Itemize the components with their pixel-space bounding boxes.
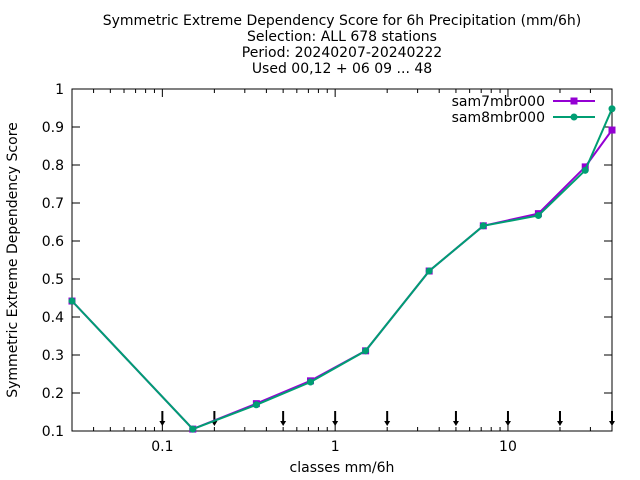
data-point: [581, 166, 589, 174]
y-axis: 0.1 0.2 0.3 0.4 0.5 0.6 0.7 0.8 0.9 1: [42, 82, 612, 440]
data-point: [534, 212, 542, 220]
x-tick-label: 1: [331, 439, 340, 455]
title-line-2: Selection: ALL 678 stations: [247, 29, 437, 45]
y-tick-label: 0.5: [42, 272, 64, 288]
threshold-markers: [159, 411, 615, 426]
threshold-marker: [609, 411, 615, 426]
x-axis: 0.1 1 10: [71, 89, 613, 455]
series-sam8mbr000: [68, 105, 616, 433]
series-sam7mbr000: [68, 126, 616, 433]
y-tick-label: 0.8: [42, 158, 64, 174]
y-axis-title: Symmetric Extreme Dependency Score: [5, 122, 21, 398]
legend-label: sam8mbr000: [452, 110, 545, 126]
threshold-marker: [332, 411, 339, 426]
data-point: [608, 105, 616, 113]
data-point: [68, 297, 76, 305]
threshold-marker: [504, 411, 511, 426]
legend-label: sam7mbr000: [452, 94, 545, 110]
threshold-marker: [384, 411, 391, 426]
threshold-marker: [211, 411, 218, 426]
series-group: [68, 105, 616, 433]
legend-marker: [570, 97, 578, 105]
x-tick-label: 10: [499, 439, 517, 455]
plot-frame: [71, 88, 613, 432]
y-tick-label: 0.4: [42, 310, 64, 326]
series-line: [71, 108, 613, 431]
series-line: [71, 129, 613, 431]
data-point: [608, 126, 616, 134]
y-tick-label: 0.7: [42, 196, 64, 212]
threshold-marker: [280, 411, 287, 426]
data-point: [362, 347, 370, 355]
x-tick-label: 0.1: [151, 439, 173, 455]
threshold-marker: [556, 411, 563, 426]
x-axis-title: classes mm/6h: [290, 460, 395, 476]
data-point: [189, 425, 197, 433]
chart-title: Symmetric Extreme Dependency Score for 6…: [103, 13, 582, 77]
y-tick-label: 0.3: [42, 348, 64, 364]
data-point: [425, 267, 433, 275]
y-tick-label: 0.2: [42, 386, 64, 402]
data-point: [252, 401, 260, 409]
title-line-4: Used 00,12 + 06 09 ... 48: [252, 61, 432, 77]
title-line-3: Period: 20240207-20240222: [242, 45, 442, 61]
title-line-1: Symmetric Extreme Dependency Score for 6…: [103, 13, 582, 29]
y-tick-label: 0.1: [42, 424, 64, 440]
threshold-marker: [159, 411, 166, 426]
y-tick-label: 1: [55, 82, 64, 98]
y-tick-label: 0.9: [42, 120, 64, 136]
y-tick-label: 0.6: [42, 234, 64, 250]
threshold-marker: [452, 411, 459, 426]
legend-marker: [570, 113, 578, 121]
data-point: [307, 378, 315, 386]
data-point: [479, 222, 487, 230]
